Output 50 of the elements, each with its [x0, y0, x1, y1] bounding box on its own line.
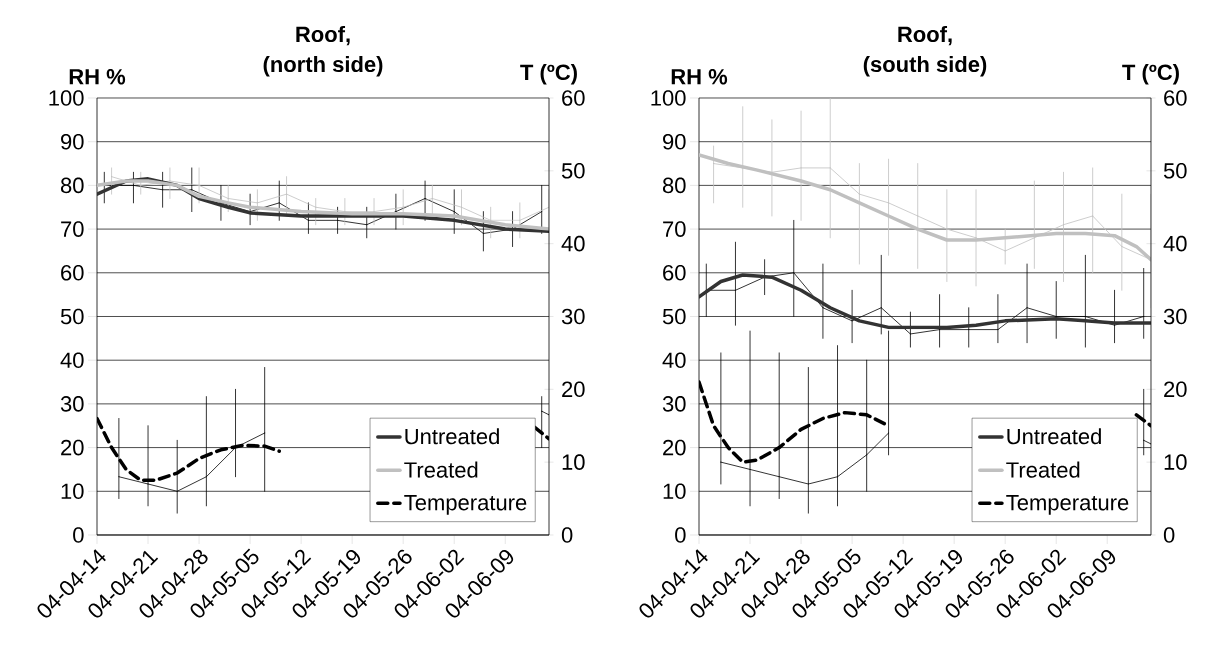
legend-label: Temperature	[404, 495, 527, 515]
y2-tick-label: 20	[562, 381, 585, 398]
chart-subtitle: (south side)	[863, 55, 987, 77]
y2-tick-label: 40	[1163, 235, 1187, 252]
y2-tick-label: 0	[1163, 527, 1175, 543]
y2-axis-title: T (ºC)	[1122, 63, 1179, 85]
y-tick-label: 0	[73, 527, 84, 543]
y-tick-label: 10	[663, 483, 686, 500]
y2-tick-label: 60	[562, 90, 585, 106]
y2-tick-label: 10	[562, 454, 585, 470]
legend-label: Untreated	[1007, 428, 1101, 445]
y2-tick-label: 60	[1164, 90, 1187, 106]
y-tick-label: 40	[662, 352, 686, 368]
chart-title: Roof,	[296, 25, 350, 46]
y2-tick-label: 10	[1164, 454, 1187, 470]
y-tick-label: 30	[662, 396, 686, 412]
y-tick-label: 20	[663, 439, 686, 456]
y-tick-label: 90	[61, 133, 84, 150]
y2-tick-label: 50	[1163, 163, 1187, 179]
y2-tick-label: 30	[1163, 308, 1187, 325]
y-axis-title: RH %	[69, 68, 126, 85]
y-tick-label: 70	[61, 221, 84, 237]
y-tick-label: 60	[61, 264, 84, 281]
y-tick-label: 0	[675, 527, 686, 543]
y-tick-label: 90	[663, 133, 686, 150]
chart-title: Roof,	[898, 25, 952, 46]
y-tick-label: 20	[61, 439, 84, 456]
y-tick-label: 50	[662, 308, 686, 325]
y2-tick-label: 30	[561, 308, 585, 325]
y2-tick-label: 0	[561, 527, 573, 543]
chart-subtitle: (north side)	[263, 55, 383, 77]
y-tick-label: 60	[663, 264, 686, 281]
y2-axis-title: T (ºC)	[520, 63, 577, 85]
legend-label: Treated	[1006, 461, 1080, 478]
y-tick-label: 100	[651, 90, 686, 106]
y-tick-label: 30	[60, 396, 84, 412]
y-tick-label: 50	[60, 308, 84, 325]
y-tick-label: 80	[662, 177, 686, 194]
legend-label: Treated	[404, 461, 478, 478]
y2-tick-label: 50	[561, 163, 585, 179]
y-axis-title: RH %	[671, 68, 728, 85]
y-tick-label: 10	[61, 483, 84, 500]
y2-tick-label: 20	[1164, 381, 1187, 398]
legend-label: Temperature	[1006, 495, 1129, 515]
y-tick-label: 100	[49, 90, 84, 106]
y-tick-label: 70	[663, 221, 686, 237]
y2-tick-label: 40	[561, 235, 585, 252]
y-tick-label: 80	[60, 177, 84, 194]
y-tick-label: 40	[60, 352, 84, 368]
legend-label: Untreated	[405, 428, 499, 445]
